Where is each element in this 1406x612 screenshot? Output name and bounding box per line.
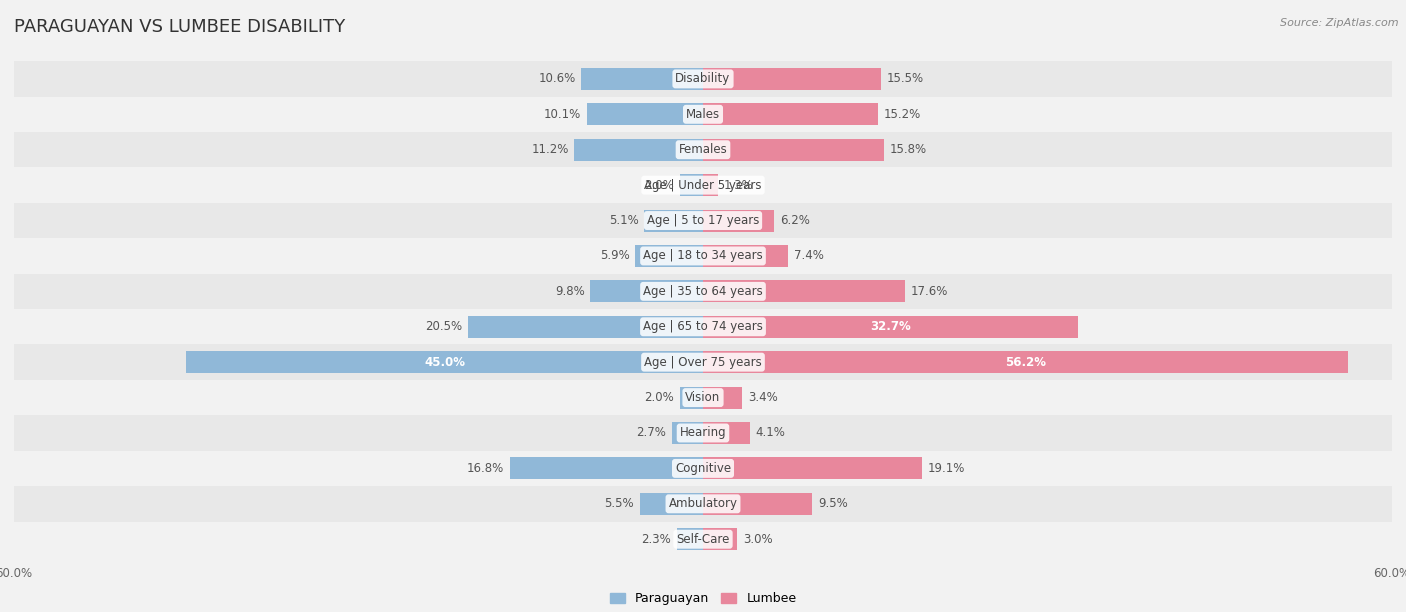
Text: 9.5%: 9.5% [818,498,848,510]
Text: 45.0%: 45.0% [425,356,465,368]
Bar [640,493,703,515]
Text: 16.8%: 16.8% [467,462,505,475]
Bar [703,422,749,444]
Bar [14,168,1392,203]
Text: 10.6%: 10.6% [538,72,575,86]
Text: 20.5%: 20.5% [425,320,461,334]
Text: Females: Females [679,143,727,156]
Text: Males: Males [686,108,720,121]
Bar [575,139,703,161]
Bar [703,245,787,267]
Text: 10.1%: 10.1% [544,108,581,121]
Bar [14,450,1392,486]
Bar [703,280,905,302]
Bar [14,97,1392,132]
Bar [703,351,1348,373]
Text: Age | Under 5 years: Age | Under 5 years [644,179,762,192]
Bar [591,280,703,302]
Bar [703,493,813,515]
Bar [681,387,703,409]
Bar [14,132,1392,168]
Bar [703,209,775,231]
Text: 5.5%: 5.5% [605,498,634,510]
Bar [672,422,703,444]
Text: 3.4%: 3.4% [748,391,778,404]
Bar [703,139,884,161]
Text: 5.9%: 5.9% [600,250,630,263]
Bar [703,316,1078,338]
Text: 7.4%: 7.4% [794,250,824,263]
Legend: Paraguayan, Lumbee: Paraguayan, Lumbee [605,587,801,610]
Text: 56.2%: 56.2% [1005,356,1046,368]
Text: 15.5%: 15.5% [887,72,924,86]
Bar [14,486,1392,521]
Bar [14,380,1392,416]
Bar [14,309,1392,345]
Bar [14,238,1392,274]
Text: 4.1%: 4.1% [756,427,786,439]
Bar [14,521,1392,557]
Bar [588,103,703,125]
Text: Age | 35 to 64 years: Age | 35 to 64 years [643,285,763,298]
Bar [703,457,922,479]
Bar [703,174,718,196]
Bar [14,61,1392,97]
Text: 17.6%: 17.6% [911,285,948,298]
Bar [703,528,738,550]
Bar [510,457,703,479]
Bar [14,416,1392,450]
Text: 9.8%: 9.8% [555,285,585,298]
Bar [581,68,703,90]
Text: 2.7%: 2.7% [637,427,666,439]
Text: 11.2%: 11.2% [531,143,568,156]
Text: Age | 5 to 17 years: Age | 5 to 17 years [647,214,759,227]
Text: 5.1%: 5.1% [609,214,638,227]
Bar [703,387,742,409]
Text: 2.3%: 2.3% [641,532,671,546]
Text: Source: ZipAtlas.com: Source: ZipAtlas.com [1281,18,1399,28]
Text: 2.0%: 2.0% [644,179,675,192]
Text: Age | Over 75 years: Age | Over 75 years [644,356,762,368]
Bar [14,274,1392,309]
Text: Age | 65 to 74 years: Age | 65 to 74 years [643,320,763,334]
Text: 15.2%: 15.2% [883,108,921,121]
Text: Ambulatory: Ambulatory [668,498,738,510]
Text: Vision: Vision [685,391,721,404]
Text: Disability: Disability [675,72,731,86]
Text: 1.3%: 1.3% [724,179,754,192]
Text: Self-Care: Self-Care [676,532,730,546]
Bar [681,174,703,196]
Bar [468,316,703,338]
Text: 15.8%: 15.8% [890,143,928,156]
Bar [186,351,703,373]
Text: Cognitive: Cognitive [675,462,731,475]
Text: 3.0%: 3.0% [744,532,773,546]
Text: 6.2%: 6.2% [780,214,810,227]
Text: PARAGUAYAN VS LUMBEE DISABILITY: PARAGUAYAN VS LUMBEE DISABILITY [14,18,346,36]
Text: 19.1%: 19.1% [928,462,966,475]
Text: 2.0%: 2.0% [644,391,675,404]
Text: 32.7%: 32.7% [870,320,911,334]
Bar [703,68,882,90]
Bar [644,209,703,231]
Bar [676,528,703,550]
Text: Age | 18 to 34 years: Age | 18 to 34 years [643,250,763,263]
Text: Hearing: Hearing [679,427,727,439]
Bar [636,245,703,267]
Bar [14,203,1392,238]
Bar [703,103,877,125]
Bar [14,345,1392,380]
